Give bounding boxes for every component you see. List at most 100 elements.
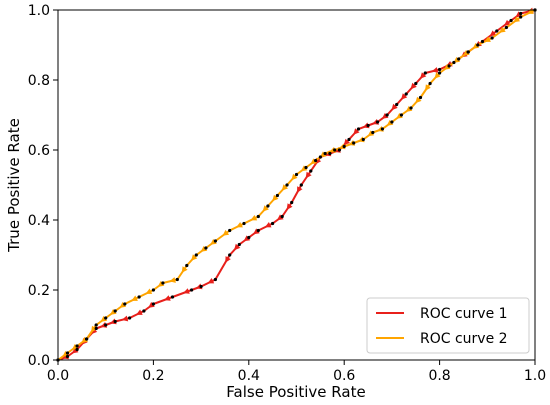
series-arrow-roc-curve-2 bbox=[513, 16, 520, 23]
data-point-roc-curve-2 bbox=[94, 323, 98, 327]
data-point-roc-curve-2 bbox=[228, 228, 232, 233]
data-point-roc-curve-2 bbox=[137, 295, 141, 299]
legend-label-roc-curve-1: ROC curve 1 bbox=[420, 306, 508, 322]
series-arrow-roc-curve-2 bbox=[300, 165, 308, 172]
data-point-roc-curve-2 bbox=[185, 263, 189, 268]
x-tick-label: 1.0 bbox=[524, 368, 546, 384]
data-point-roc-curve-1 bbox=[247, 235, 251, 240]
data-point-roc-curve-1 bbox=[356, 127, 361, 131]
data-point-roc-curve-2 bbox=[504, 25, 508, 30]
series-arrow-roc-curve-2 bbox=[434, 72, 441, 79]
data-point-roc-curve-2 bbox=[242, 221, 246, 226]
series-arrow-roc-curve-1 bbox=[71, 347, 79, 354]
data-point-roc-curve-2 bbox=[75, 344, 79, 348]
data-point-roc-curve-2 bbox=[418, 95, 423, 100]
data-point-roc-curve-2 bbox=[352, 141, 356, 145]
series-arrow-roc-curve-1 bbox=[381, 112, 389, 119]
series-arrow-roc-curve-1 bbox=[225, 256, 231, 263]
series-arrow-roc-curve-1 bbox=[305, 171, 312, 179]
series-arrow-roc-curve-2 bbox=[110, 308, 117, 315]
data-point-roc-curve-1 bbox=[423, 71, 427, 75]
x-axis-label: False Positive Rate bbox=[226, 383, 365, 401]
data-point-roc-curve-2 bbox=[175, 277, 179, 282]
series-arrow-roc-curve-1 bbox=[207, 278, 215, 284]
series-arrow-roc-curve-1 bbox=[410, 82, 417, 90]
data-point-roc-curve-1 bbox=[228, 253, 232, 257]
legend: ROC curve 1 ROC curve 2 bbox=[366, 297, 530, 354]
data-point-roc-curve-2 bbox=[104, 316, 108, 320]
data-point-roc-curve-1 bbox=[65, 354, 70, 359]
x-tick-label: 0.4 bbox=[238, 368, 260, 384]
y-tick-label: 0.2 bbox=[28, 283, 50, 299]
data-point-roc-curve-2 bbox=[204, 246, 208, 250]
y-tick-label: 0.6 bbox=[28, 143, 50, 159]
series-arrow-roc-curve-2 bbox=[236, 222, 243, 228]
series-arrow-roc-curve-1 bbox=[253, 228, 260, 235]
series-arrow-roc-curve-1 bbox=[148, 301, 155, 308]
data-point-roc-curve-1 bbox=[438, 67, 442, 72]
data-point-roc-curve-1 bbox=[519, 11, 523, 16]
series-arrow-roc-curve-2 bbox=[81, 336, 88, 343]
data-point-roc-curve-2 bbox=[457, 57, 461, 61]
legend-label-roc-curve-2: ROC curve 2 bbox=[420, 331, 508, 347]
series-arrow-roc-curve-2 bbox=[472, 42, 480, 49]
data-point-roc-curve-1 bbox=[376, 120, 380, 124]
data-point-roc-curve-2 bbox=[65, 351, 70, 355]
data-point-roc-curve-1 bbox=[280, 214, 284, 219]
data-point-roc-curve-1 bbox=[128, 316, 132, 320]
series-arrow-roc-curve-2 bbox=[119, 301, 127, 308]
data-point-roc-curve-2 bbox=[447, 64, 451, 68]
data-point-roc-curve-2 bbox=[275, 193, 279, 198]
series-arrow-roc-curve-1 bbox=[183, 288, 190, 294]
data-point-roc-curve-2 bbox=[342, 144, 346, 149]
y-tick-label: 0.8 bbox=[28, 73, 50, 89]
x-tick-label: 0.6 bbox=[333, 368, 355, 384]
data-point-roc-curve-2 bbox=[409, 106, 413, 110]
series-arrow-roc-curve-2 bbox=[396, 112, 403, 119]
data-point-roc-curve-1 bbox=[495, 29, 499, 33]
data-point-roc-curve-1 bbox=[404, 92, 408, 96]
data-point-roc-curve-1 bbox=[318, 155, 322, 159]
data-point-roc-curve-2 bbox=[213, 239, 217, 243]
data-point-roc-curve-2 bbox=[266, 204, 270, 208]
x-tick-label: 0.0 bbox=[47, 368, 69, 384]
data-point-roc-curve-1 bbox=[328, 151, 332, 156]
series-arrow-roc-curve-1 bbox=[276, 214, 284, 221]
data-point-roc-curve-2 bbox=[466, 50, 470, 54]
data-point-roc-curve-1 bbox=[299, 183, 303, 187]
data-point-roc-curve-1 bbox=[142, 309, 146, 313]
data-point-roc-curve-1 bbox=[395, 102, 399, 107]
series-arrow-roc-curve-1 bbox=[164, 295, 171, 301]
series-arrow-roc-curve-1 bbox=[121, 315, 129, 322]
data-point-roc-curve-2 bbox=[285, 183, 289, 187]
data-point-roc-curve-2 bbox=[390, 120, 394, 124]
data-point-roc-curve-1 bbox=[480, 39, 485, 44]
series-arrow-roc-curve-2 bbox=[367, 130, 375, 137]
series-arrow-roc-curve-2 bbox=[443, 63, 451, 70]
data-point-roc-curve-2 bbox=[194, 253, 198, 257]
series-arrow-roc-curve-1 bbox=[243, 235, 251, 242]
data-point-roc-curve-1 bbox=[256, 228, 260, 233]
series-arrow-roc-curve-1 bbox=[431, 67, 439, 73]
series-arrow-roc-curve-1 bbox=[420, 72, 427, 79]
series-arrow-roc-curve-1 bbox=[297, 186, 303, 193]
series-arrow-roc-curve-2 bbox=[169, 277, 176, 283]
y-tick-label: 0.4 bbox=[28, 213, 50, 229]
data-point-roc-curve-1 bbox=[347, 137, 351, 142]
series-arrow-roc-curve-2 bbox=[386, 119, 394, 126]
series-arrow-roc-curve-2 bbox=[191, 254, 198, 261]
data-point-roc-curve-2 bbox=[256, 214, 260, 219]
series-arrow-roc-curve-2 bbox=[463, 49, 470, 56]
data-point-roc-curve-2 bbox=[428, 81, 432, 86]
series-arrow-roc-curve-2 bbox=[310, 158, 317, 165]
data-point-roc-curve-1 bbox=[199, 284, 203, 289]
series-arrow-roc-curve-2 bbox=[222, 229, 230, 236]
series-arrow-roc-curve-2 bbox=[484, 36, 491, 42]
series-arrow-roc-curve-2 bbox=[272, 194, 279, 202]
series-arrow-roc-curve-2 bbox=[281, 184, 288, 191]
data-point-roc-curve-2 bbox=[113, 309, 117, 313]
y-axis-label: True Positive Rate bbox=[5, 118, 23, 253]
series-arrow-roc-curve-2 bbox=[181, 266, 188, 273]
series-arrow-roc-curve-1 bbox=[264, 222, 272, 228]
